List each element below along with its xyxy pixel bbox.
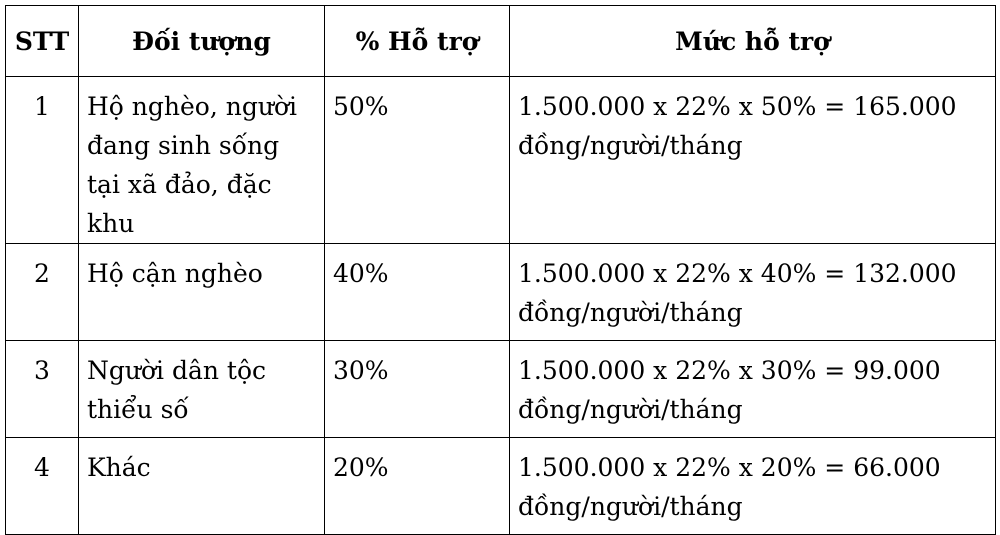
header-pct-ho-tro: % Hỗ trợ xyxy=(324,5,510,77)
cell-pct-ho-tro: 30% xyxy=(324,340,510,438)
cell-doi-tuong: Khác xyxy=(78,437,325,535)
cell-muc-ho-tro: 1.500.000 x 22% x 50% = 165.000 đồng/ngư… xyxy=(509,76,996,244)
table-header-row: STT Đối tượng % Hỗ trợ Mức hỗ trợ xyxy=(5,5,996,77)
cell-muc-ho-tro: 1.500.000 x 22% x 20% = 66.000 đồng/ngườ… xyxy=(509,437,996,535)
cell-stt: 3 xyxy=(5,340,79,438)
cell-doi-tuong: Hộ nghèo, người đang sinh sống tại xã đả… xyxy=(78,76,325,244)
support-table: STT Đối tượng % Hỗ trợ Mức hỗ trợ 1 Hộ n… xyxy=(5,5,996,535)
cell-muc-ho-tro: 1.500.000 x 22% x 30% = 99.000 đồng/ngườ… xyxy=(509,340,996,438)
cell-muc-ho-tro: 1.500.000 x 22% x 40% = 132.000 đồng/ngư… xyxy=(509,243,996,341)
table-row: 3 Người dân tộc thiểu số 30% 1.500.000 x… xyxy=(5,340,996,438)
cell-pct-ho-tro: 40% xyxy=(324,243,510,341)
header-muc-ho-tro: Mức hỗ trợ xyxy=(509,5,996,77)
table-row: 4 Khác 20% 1.500.000 x 22% x 20% = 66.00… xyxy=(5,437,996,535)
cell-doi-tuong: Hộ cận nghèo xyxy=(78,243,325,341)
header-stt: STT xyxy=(5,5,79,77)
cell-stt: 1 xyxy=(5,76,79,244)
cell-pct-ho-tro: 20% xyxy=(324,437,510,535)
cell-pct-ho-tro: 50% xyxy=(324,76,510,244)
cell-doi-tuong: Người dân tộc thiểu số xyxy=(78,340,325,438)
cell-stt: 2 xyxy=(5,243,79,341)
table-row: 1 Hộ nghèo, người đang sinh sống tại xã … xyxy=(5,76,996,244)
cell-stt: 4 xyxy=(5,437,79,535)
header-doi-tuong: Đối tượng xyxy=(78,5,325,77)
table-row: 2 Hộ cận nghèo 40% 1.500.000 x 22% x 40%… xyxy=(5,243,996,341)
